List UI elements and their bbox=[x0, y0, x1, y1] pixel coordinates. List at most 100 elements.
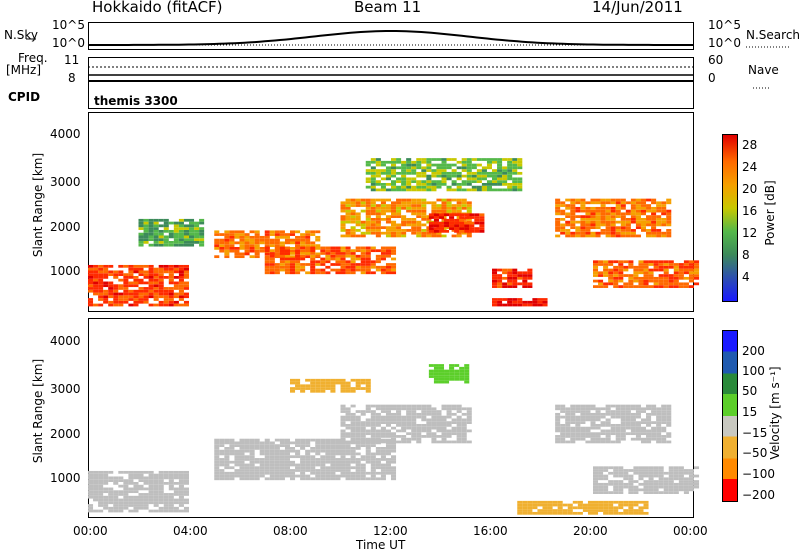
velocity-cell bbox=[315, 469, 321, 472]
power-cell bbox=[355, 263, 361, 266]
velocity-cell bbox=[214, 449, 220, 453]
velocity-cell bbox=[239, 449, 245, 453]
power-cell bbox=[570, 204, 576, 207]
power-cell bbox=[128, 270, 134, 274]
power-cell bbox=[370, 220, 376, 224]
velocity-cell bbox=[661, 418, 667, 422]
velocity-ytick-1000: 1000 bbox=[50, 471, 81, 485]
velocity-cell bbox=[178, 490, 184, 494]
velocity-cell bbox=[464, 369, 470, 373]
velocity-cell bbox=[320, 460, 326, 464]
power-cell bbox=[426, 185, 432, 189]
power-cell bbox=[305, 244, 311, 247]
velocity-cell bbox=[396, 410, 402, 413]
velocity-cell bbox=[98, 484, 104, 488]
velocity-cell bbox=[325, 438, 331, 442]
power-cell bbox=[325, 260, 331, 264]
power-cell bbox=[416, 204, 422, 207]
power-cell bbox=[555, 201, 561, 205]
velocity-cell bbox=[375, 404, 381, 408]
power-cell bbox=[315, 244, 321, 247]
power-cell bbox=[396, 177, 402, 181]
velocity-cell bbox=[661, 435, 667, 438]
power-cell bbox=[471, 163, 477, 167]
xtick-5: 20:00 bbox=[573, 524, 608, 538]
power-cell bbox=[459, 218, 465, 222]
velocity-cell bbox=[244, 449, 250, 453]
velocity-cell bbox=[264, 458, 270, 461]
power-cell bbox=[350, 254, 356, 258]
velocity-cell bbox=[385, 449, 391, 453]
power-cell bbox=[620, 234, 626, 238]
velocity-cell bbox=[350, 389, 356, 393]
power-cell bbox=[575, 198, 581, 202]
velocity-cell bbox=[416, 415, 422, 419]
velocity-cell bbox=[570, 421, 576, 424]
power-cell bbox=[244, 249, 250, 253]
velocity-cell bbox=[128, 490, 134, 494]
power-cell bbox=[598, 271, 604, 275]
power-cell bbox=[173, 264, 179, 268]
power-cell bbox=[421, 188, 427, 192]
power-cell bbox=[178, 287, 184, 290]
velocity-cell bbox=[431, 423, 437, 427]
power-cell bbox=[375, 234, 381, 238]
power-cell bbox=[492, 188, 498, 192]
velocity-cell bbox=[688, 469, 694, 472]
velocity-cell bbox=[229, 449, 235, 453]
velocity-cell bbox=[103, 479, 109, 483]
power-cbar-tick-12: 12 bbox=[742, 226, 758, 240]
velocity-cell bbox=[370, 418, 376, 422]
velocity-cell bbox=[646, 415, 652, 419]
velocity-cell bbox=[560, 435, 566, 438]
velocity-cell bbox=[214, 452, 220, 456]
velocity-cell bbox=[598, 503, 604, 507]
power-cell bbox=[635, 217, 641, 221]
power-cell bbox=[128, 284, 134, 288]
velocity-cell bbox=[173, 476, 179, 480]
power-cell bbox=[214, 230, 220, 234]
velocity-cell bbox=[355, 471, 361, 475]
power-cell bbox=[138, 300, 144, 304]
velocity-cell bbox=[416, 407, 422, 411]
power-cell bbox=[274, 241, 280, 245]
velocity-cell bbox=[108, 498, 114, 502]
velocity-cell bbox=[668, 469, 674, 472]
velocity-cell bbox=[168, 495, 174, 499]
velocity-cell bbox=[315, 477, 321, 481]
power-cell bbox=[456, 231, 462, 235]
power-cell bbox=[113, 303, 119, 307]
velocity-cell bbox=[454, 372, 460, 376]
power-cell bbox=[279, 235, 285, 239]
velocity-cell bbox=[163, 470, 169, 474]
power-cell bbox=[315, 254, 321, 258]
power-cell bbox=[593, 265, 599, 269]
power-cell bbox=[350, 201, 356, 205]
power-cell bbox=[433, 229, 439, 233]
power-cell bbox=[683, 263, 689, 266]
velocity-cell bbox=[673, 466, 679, 470]
power-ytick-3000: 3000 bbox=[50, 175, 81, 189]
velocity-cell bbox=[239, 474, 245, 478]
power-cell bbox=[310, 244, 316, 247]
velocity-cell bbox=[320, 447, 326, 450]
power-cell bbox=[517, 271, 523, 275]
power-cell bbox=[512, 185, 518, 189]
power-cell bbox=[678, 282, 684, 286]
velocity-cell bbox=[264, 469, 270, 472]
power-cell bbox=[375, 226, 381, 230]
power-cell bbox=[138, 278, 144, 282]
velocity-cell bbox=[598, 509, 604, 512]
power-cell bbox=[661, 212, 667, 216]
power-cell bbox=[98, 281, 104, 285]
power-cell bbox=[613, 285, 619, 288]
velocity-cell bbox=[517, 500, 523, 504]
velocity-cell bbox=[315, 449, 321, 453]
power-cell bbox=[118, 295, 124, 299]
velocity-cell bbox=[290, 469, 296, 472]
power-cell bbox=[325, 254, 331, 258]
power-cell bbox=[138, 264, 144, 268]
power-cell bbox=[148, 278, 154, 282]
power-cell bbox=[651, 206, 657, 210]
velocity-cell bbox=[577, 503, 583, 507]
